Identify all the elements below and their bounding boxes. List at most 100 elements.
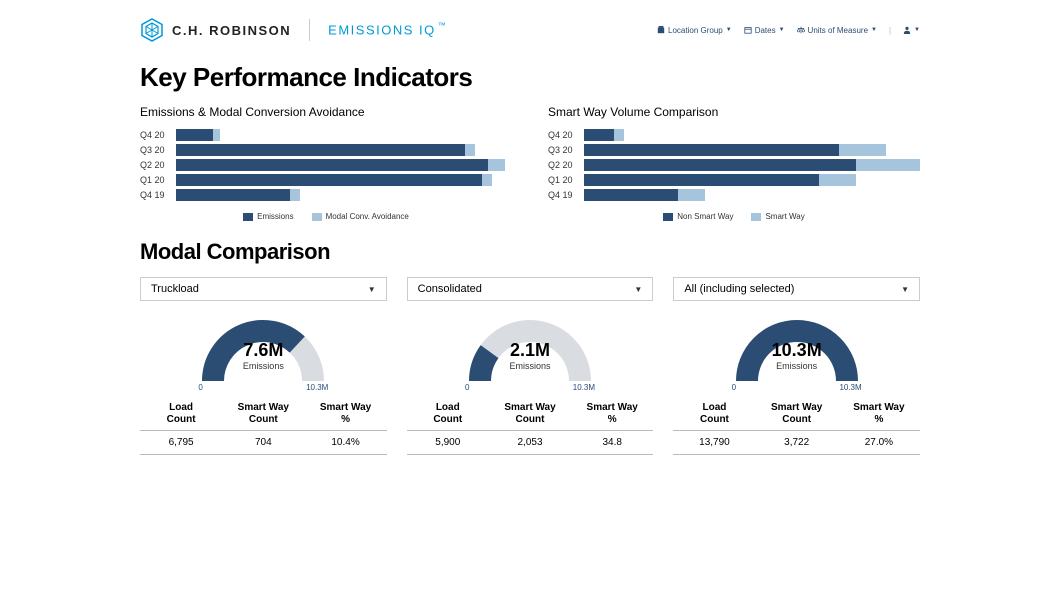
hbar-track [176, 129, 512, 141]
legend-swatch [243, 213, 253, 221]
load-count: 6,795 [140, 437, 222, 448]
hbar-segment-secondary [819, 174, 856, 186]
stats-table: LoadCount Smart WayCount Smart Way% 5,90… [407, 402, 654, 455]
hbar-segment-primary [176, 129, 213, 141]
modal-col: Truckload ▼ 7.6M Emissions 010.3M LoadCou… [140, 277, 387, 455]
hbar-row: Q4 19 [140, 187, 512, 202]
dropdown-label: Truckload [151, 283, 199, 295]
col-header: Smart WayCount [756, 402, 838, 426]
legend-swatch [751, 213, 761, 221]
col-header: Smart Way% [304, 402, 386, 426]
chart-smartway: Smart Way Volume Comparison Q4 20 Q3 20 Q2… [548, 105, 920, 221]
hbar-track [176, 159, 512, 171]
hbar-row: Q4 20 [548, 127, 920, 142]
gauge-value: 10.3M [727, 341, 867, 359]
hbar-label: Q4 19 [140, 190, 176, 200]
col-header: LoadCount [673, 402, 755, 426]
hbar-segment-secondary [213, 129, 220, 141]
gauge-label: Emissions [460, 361, 600, 371]
legend-item: Smart Way [751, 212, 804, 221]
stats-table: LoadCount Smart WayCount Smart Way% 6,79… [140, 402, 387, 455]
brand-block: C.H. ROBINSON EMISSIONS IQ™ [140, 18, 446, 42]
header: C.H. ROBINSON EMISSIONS IQ™ Location Gro… [140, 18, 920, 42]
legend-label: Smart Way [765, 212, 804, 221]
hbar-chart: Q4 20Q3 20Q2 20Q1 20Q4 19 [548, 127, 920, 202]
mode-dropdown[interactable]: All (including selected)▼ [673, 277, 920, 301]
smartway-pct: 34.8 [571, 437, 653, 448]
logo-icon [140, 18, 164, 42]
col-header: LoadCount [140, 402, 222, 426]
balance-icon [797, 26, 805, 34]
hbar-segment-secondary [465, 144, 475, 156]
hbar-segment-primary [176, 174, 482, 186]
hbar-row: Q2 20 [548, 157, 920, 172]
hbar-label: Q4 20 [548, 130, 584, 140]
stats-head: LoadCount Smart WayCount Smart Way% [407, 402, 654, 431]
dropdown-label: Consolidated [418, 283, 482, 295]
smartway-count: 3,722 [756, 437, 838, 448]
section-title: Modal Comparison [140, 239, 920, 265]
nav-dates[interactable]: Dates ▼ [744, 26, 785, 35]
nav-units[interactable]: Units of Measure ▼ [797, 26, 877, 35]
hbar-segment-primary [176, 159, 488, 171]
smartway-pct: 10.4% [304, 437, 386, 448]
nav-user[interactable]: ▼ [903, 26, 920, 34]
gauge-minmax: 010.3M [465, 383, 595, 392]
hbar-segment-secondary [482, 174, 492, 186]
gauge: 7.6M Emissions 010.3M [140, 311, 387, 392]
header-nav: Location Group ▼ Dates ▼ Units of Measur… [657, 26, 920, 35]
gauge-label: Emissions [193, 361, 333, 371]
hbar-label: Q3 20 [140, 145, 176, 155]
col-header: LoadCount [407, 402, 489, 426]
hbar-row: Q2 20 [140, 157, 512, 172]
trademark: ™ [438, 21, 446, 30]
hbar-segment-primary [584, 189, 678, 201]
chart-legend: Non Smart Way Smart Way [548, 212, 920, 221]
hbar-label: Q2 20 [140, 160, 176, 170]
legend-item: Emissions [243, 212, 293, 221]
hbar-segment-secondary [856, 159, 920, 171]
col-header: Smart WayCount [489, 402, 571, 426]
hbar-track [584, 144, 920, 156]
stats-head: LoadCount Smart WayCount Smart Way% [673, 402, 920, 431]
gauge-value: 2.1M [460, 341, 600, 359]
modal-col: Consolidated ▼ 2.1M Emissions 010.3M Load… [407, 277, 654, 455]
hbar-label: Q2 20 [548, 160, 584, 170]
gauge-max: 10.3M [306, 383, 328, 392]
col-header: Smart WayCount [222, 402, 304, 426]
hbar-row: Q4 20 [140, 127, 512, 142]
caret-down-icon: ▼ [779, 27, 785, 33]
gauge-max: 10.3M [573, 383, 595, 392]
hbar-row: Q4 19 [548, 187, 920, 202]
nav-location-group[interactable]: Location Group ▼ [657, 26, 732, 35]
gauge: 10.3M Emissions 010.3M [673, 311, 920, 392]
mode-dropdown[interactable]: Truckload ▼ [140, 277, 387, 301]
gauge-label: Emissions [727, 361, 867, 371]
caret-down-icon: ▼ [914, 27, 920, 33]
hbar-segment-primary [584, 174, 819, 186]
stats-head: LoadCount Smart WayCount Smart Way% [140, 402, 387, 431]
hbar-track [584, 174, 920, 186]
smartway-count: 704 [222, 437, 304, 448]
nav-label: Location Group [668, 26, 723, 35]
hbar-label: Q1 20 [140, 175, 176, 185]
hbar-row: Q3 20 [548, 142, 920, 157]
hbar-segment-primary [584, 129, 614, 141]
gauge-max: 10.3M [839, 383, 861, 392]
col-header: Smart Way% [571, 402, 653, 426]
nav-label: Units of Measure [808, 26, 868, 35]
hbar-chart: Q4 20 Q3 20 Q2 20 Q1 20 Q4 19 [140, 127, 512, 202]
legend-item: Non Smart Way [663, 212, 733, 221]
caret-down-icon: ▼ [871, 27, 877, 33]
caret-down-icon: ▼ [368, 285, 376, 294]
chart-title: Smart Way Volume Comparison [548, 105, 920, 119]
gauge: 2.1M Emissions 010.3M [407, 311, 654, 392]
user-icon [903, 26, 911, 34]
hbar-row: Q3 20 [140, 142, 512, 157]
mode-dropdown[interactable]: Consolidated ▼ [407, 277, 654, 301]
caret-down-icon: ▼ [634, 285, 642, 294]
nav-label: Dates [755, 26, 776, 35]
col-header: Smart Way% [838, 402, 920, 426]
product-name: EMISSIONS IQ [328, 22, 436, 37]
modal-row: Truckload ▼ 7.6M Emissions 010.3M LoadCou… [140, 277, 920, 455]
